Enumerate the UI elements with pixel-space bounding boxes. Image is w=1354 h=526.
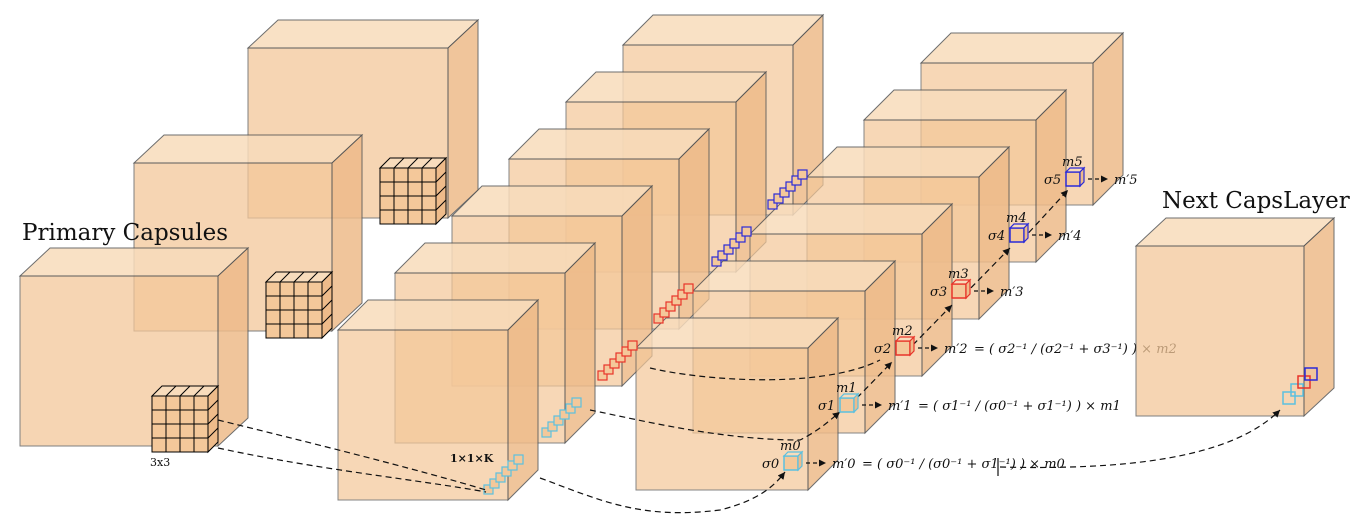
sigma-label: σ5 bbox=[1044, 173, 1061, 188]
weighting-formula: = ( σ1⁻¹ / (σ0⁻¹ + σ1⁻¹) ) × m1 bbox=[918, 399, 1121, 414]
mean-label: m2 bbox=[892, 324, 913, 339]
sigma-label: σ3 bbox=[930, 285, 947, 300]
sigma-label: σ0 bbox=[762, 457, 779, 472]
primary-capsule-block-middle bbox=[132, 133, 364, 333]
capsule-vector-bar bbox=[711, 226, 752, 267]
next-caps-layer-block bbox=[1134, 216, 1336, 418]
output-label: m′0 bbox=[832, 457, 856, 472]
output-label: m′3 bbox=[1000, 285, 1024, 300]
weighting-formula: = ( σ2⁻¹ / (σ2⁻¹ + σ3⁻¹) ) × m2 bbox=[974, 342, 1177, 357]
vector-shape-label: 1×1×K bbox=[450, 452, 494, 465]
output-label: m′1 bbox=[888, 399, 912, 414]
capsule-vector-bar bbox=[653, 283, 694, 324]
kernel-grid bbox=[264, 270, 334, 340]
next-caps-layer-label: Next CapsLayer bbox=[1162, 188, 1350, 214]
capsule-vector-bar bbox=[767, 169, 808, 210]
result-block bbox=[634, 316, 840, 492]
kernel-size-label: 3x3 bbox=[150, 456, 170, 469]
sigma-label: σ2 bbox=[874, 342, 891, 357]
mean-label: m1 bbox=[836, 381, 857, 396]
weighting-formula: = ( σ0⁻¹ / (σ0⁻¹ + σ1⁻¹) ) × m0 bbox=[862, 457, 1065, 472]
mean-label: m4 bbox=[1006, 211, 1027, 226]
kernel-grid bbox=[150, 384, 220, 454]
mean-label: m5 bbox=[1062, 155, 1083, 170]
output-label: m′4 bbox=[1058, 229, 1082, 244]
connection-lines bbox=[217, 189, 1069, 514]
capsule-vector-bar bbox=[483, 454, 524, 495]
mean-label: m0 bbox=[780, 439, 801, 454]
result-block-stack bbox=[634, 31, 1125, 492]
sigma-label: σ4 bbox=[988, 229, 1005, 244]
kernel-grid bbox=[378, 156, 448, 226]
output-connector bbox=[997, 409, 1281, 476]
output-label: m′5 bbox=[1114, 173, 1138, 188]
capsule-vectors bbox=[483, 169, 808, 495]
primary-capsules-label: Primary Capsules bbox=[22, 220, 228, 246]
mean-label: m3 bbox=[948, 267, 969, 282]
output-label: m′2 bbox=[944, 342, 968, 357]
capsule-vector-bar bbox=[597, 340, 638, 381]
sigma-label: σ1 bbox=[818, 399, 835, 414]
capsule-vector-bar bbox=[541, 397, 582, 438]
next-layer-capsule-cubes bbox=[1282, 367, 1318, 405]
conv-block-stack bbox=[336, 13, 825, 502]
